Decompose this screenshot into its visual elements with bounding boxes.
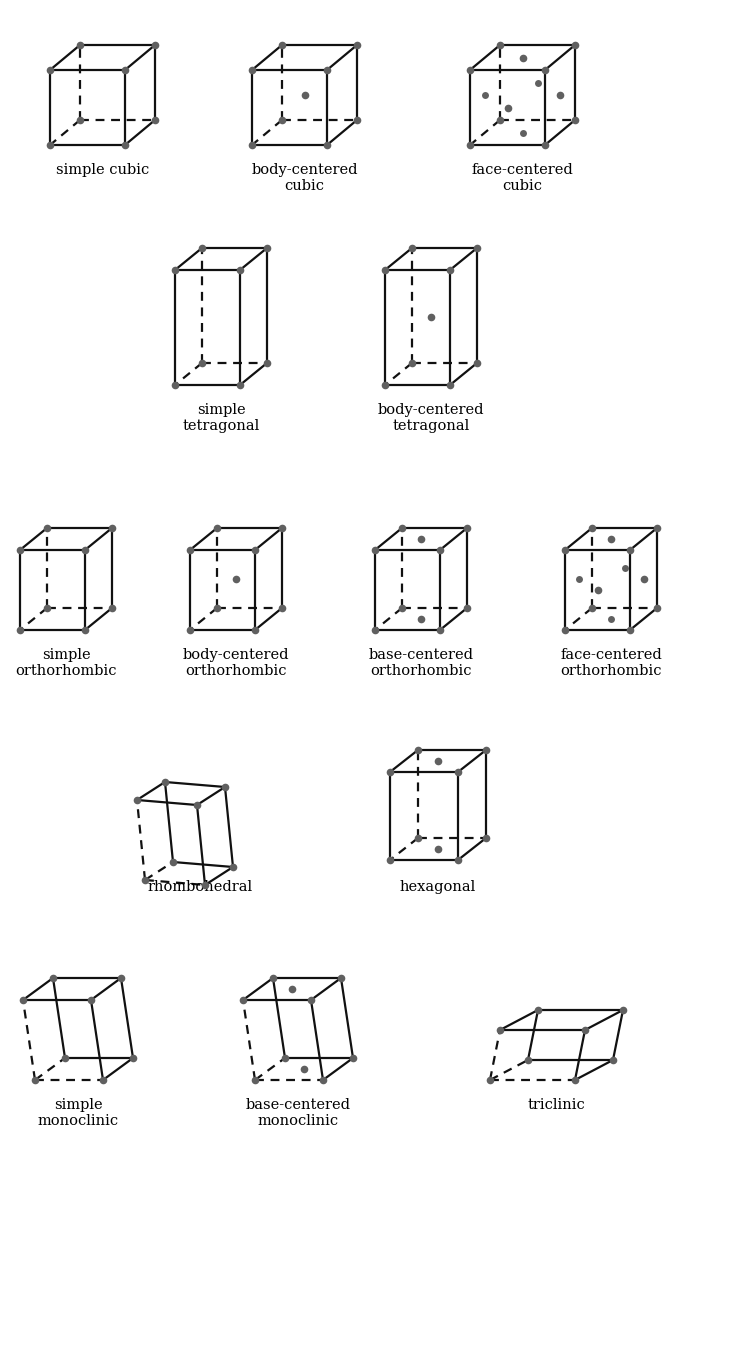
Text: rhombohedral: rhombohedral — [148, 880, 253, 894]
Text: body-centered
orthorhombic: body-centered orthorhombic — [183, 647, 290, 679]
Text: triclinic: triclinic — [528, 1099, 585, 1112]
Text: face-centered
orthorhombic: face-centered orthorhombic — [560, 647, 662, 679]
Text: face-centered
cubic: face-centered cubic — [472, 164, 573, 194]
Text: base-centered
monoclinic: base-centered monoclinic — [245, 1099, 350, 1129]
Text: simple cubic: simple cubic — [56, 164, 149, 177]
Text: body-centered
cubic: body-centered cubic — [251, 164, 358, 194]
Text: simple
tetragonal: simple tetragonal — [182, 403, 260, 433]
Text: body-centered
tetragonal: body-centered tetragonal — [378, 403, 484, 433]
Text: base-centered
orthorhombic: base-centered orthorhombic — [368, 647, 473, 679]
Text: hexagonal: hexagonal — [400, 880, 476, 894]
Text: simple
monoclinic: simple monoclinic — [38, 1099, 118, 1129]
Text: simple
orthorhombic: simple orthorhombic — [15, 647, 117, 679]
